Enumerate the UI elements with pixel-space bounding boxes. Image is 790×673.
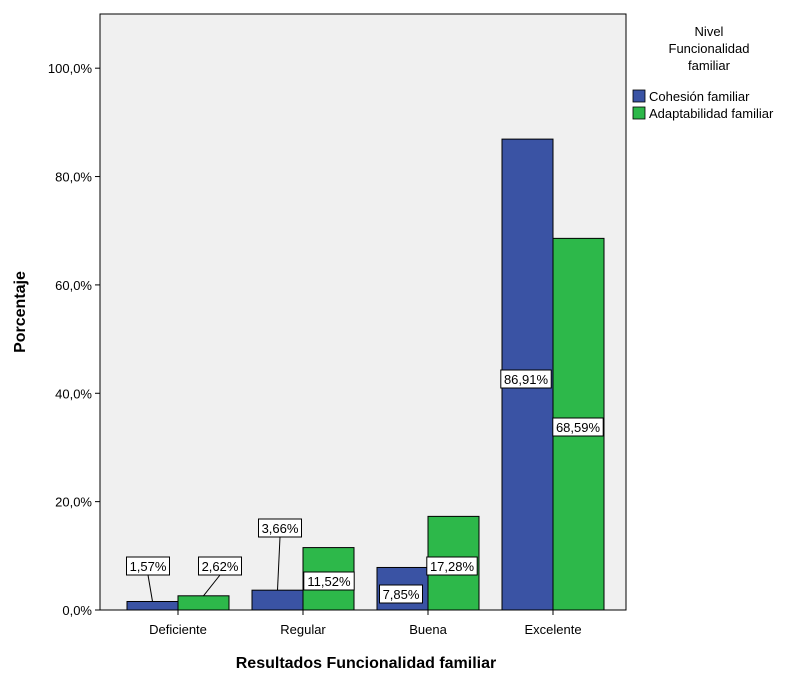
legend-swatch-cohesion [632, 89, 646, 103]
y-axis-title: Porcentaje [12, 271, 29, 353]
bar [251, 589, 304, 611]
data-label: 68,59% [556, 420, 601, 435]
legend-label-cohesion: Cohesión familiar [649, 89, 750, 104]
label-connector [203, 574, 221, 597]
y-tick-label: 20,0% [55, 495, 92, 510]
legend: Nivel Funcionalidad familiar Cohesión fa… [632, 24, 774, 121]
x-axis: Deficiente Regular Buena Excelente [149, 610, 582, 637]
legend-title-line-2: Funcionalidad [669, 41, 750, 56]
data-label: 2,62% [202, 559, 239, 574]
legend-swatch-adaptabilidad [632, 106, 646, 120]
x-tick-label: Deficiente [149, 622, 207, 637]
data-label-box [379, 584, 423, 604]
x-axis-title: Resultados Funcionalidad familiar [236, 655, 497, 672]
label-connectors [147, 536, 281, 602]
data-label: 17,28% [430, 559, 475, 574]
data-label: 1,57% [130, 559, 167, 574]
y-axis: 0,0% 20,0% 40,0% 60,0% 80,0% 100,0% [48, 61, 100, 618]
data-label: 86,91% [504, 372, 549, 387]
legend-title-line-1: Nivel [695, 24, 724, 39]
y-tick-label: 0,0% [62, 603, 92, 618]
y-tick-label: 60,0% [55, 278, 92, 293]
data-label: 3,66% [262, 521, 299, 536]
bar [177, 595, 230, 611]
legend-label-adaptabilidad: Adaptabilidad familiar [649, 106, 774, 121]
label-connector [147, 574, 153, 602]
data-label-box [500, 369, 552, 389]
data-label-box [126, 556, 170, 576]
data-label-box [303, 571, 355, 591]
legend-title-line-3: familiar [688, 58, 731, 73]
bar [126, 600, 179, 611]
x-tick-label: Buena [409, 622, 447, 637]
data-labels: 1,57% 2,62% 3,66% 11,52% 7,85% 17,28% 86,91% 68… [126, 369, 604, 604]
data-label-box [198, 556, 242, 576]
data-label-box [258, 518, 302, 538]
data-label-box [552, 417, 604, 437]
y-tick-label: 40,0% [55, 386, 92, 401]
x-tick-label: Excelente [524, 622, 581, 637]
data-label-box [426, 556, 478, 576]
label-connector [277, 536, 281, 591]
data-label: 7,85% [383, 587, 420, 602]
data-label: 11,52% [307, 574, 351, 589]
y-tick-label: 100,0% [48, 61, 93, 76]
x-tick-label: Regular [280, 622, 326, 637]
y-tick-label: 80,0% [55, 170, 92, 185]
